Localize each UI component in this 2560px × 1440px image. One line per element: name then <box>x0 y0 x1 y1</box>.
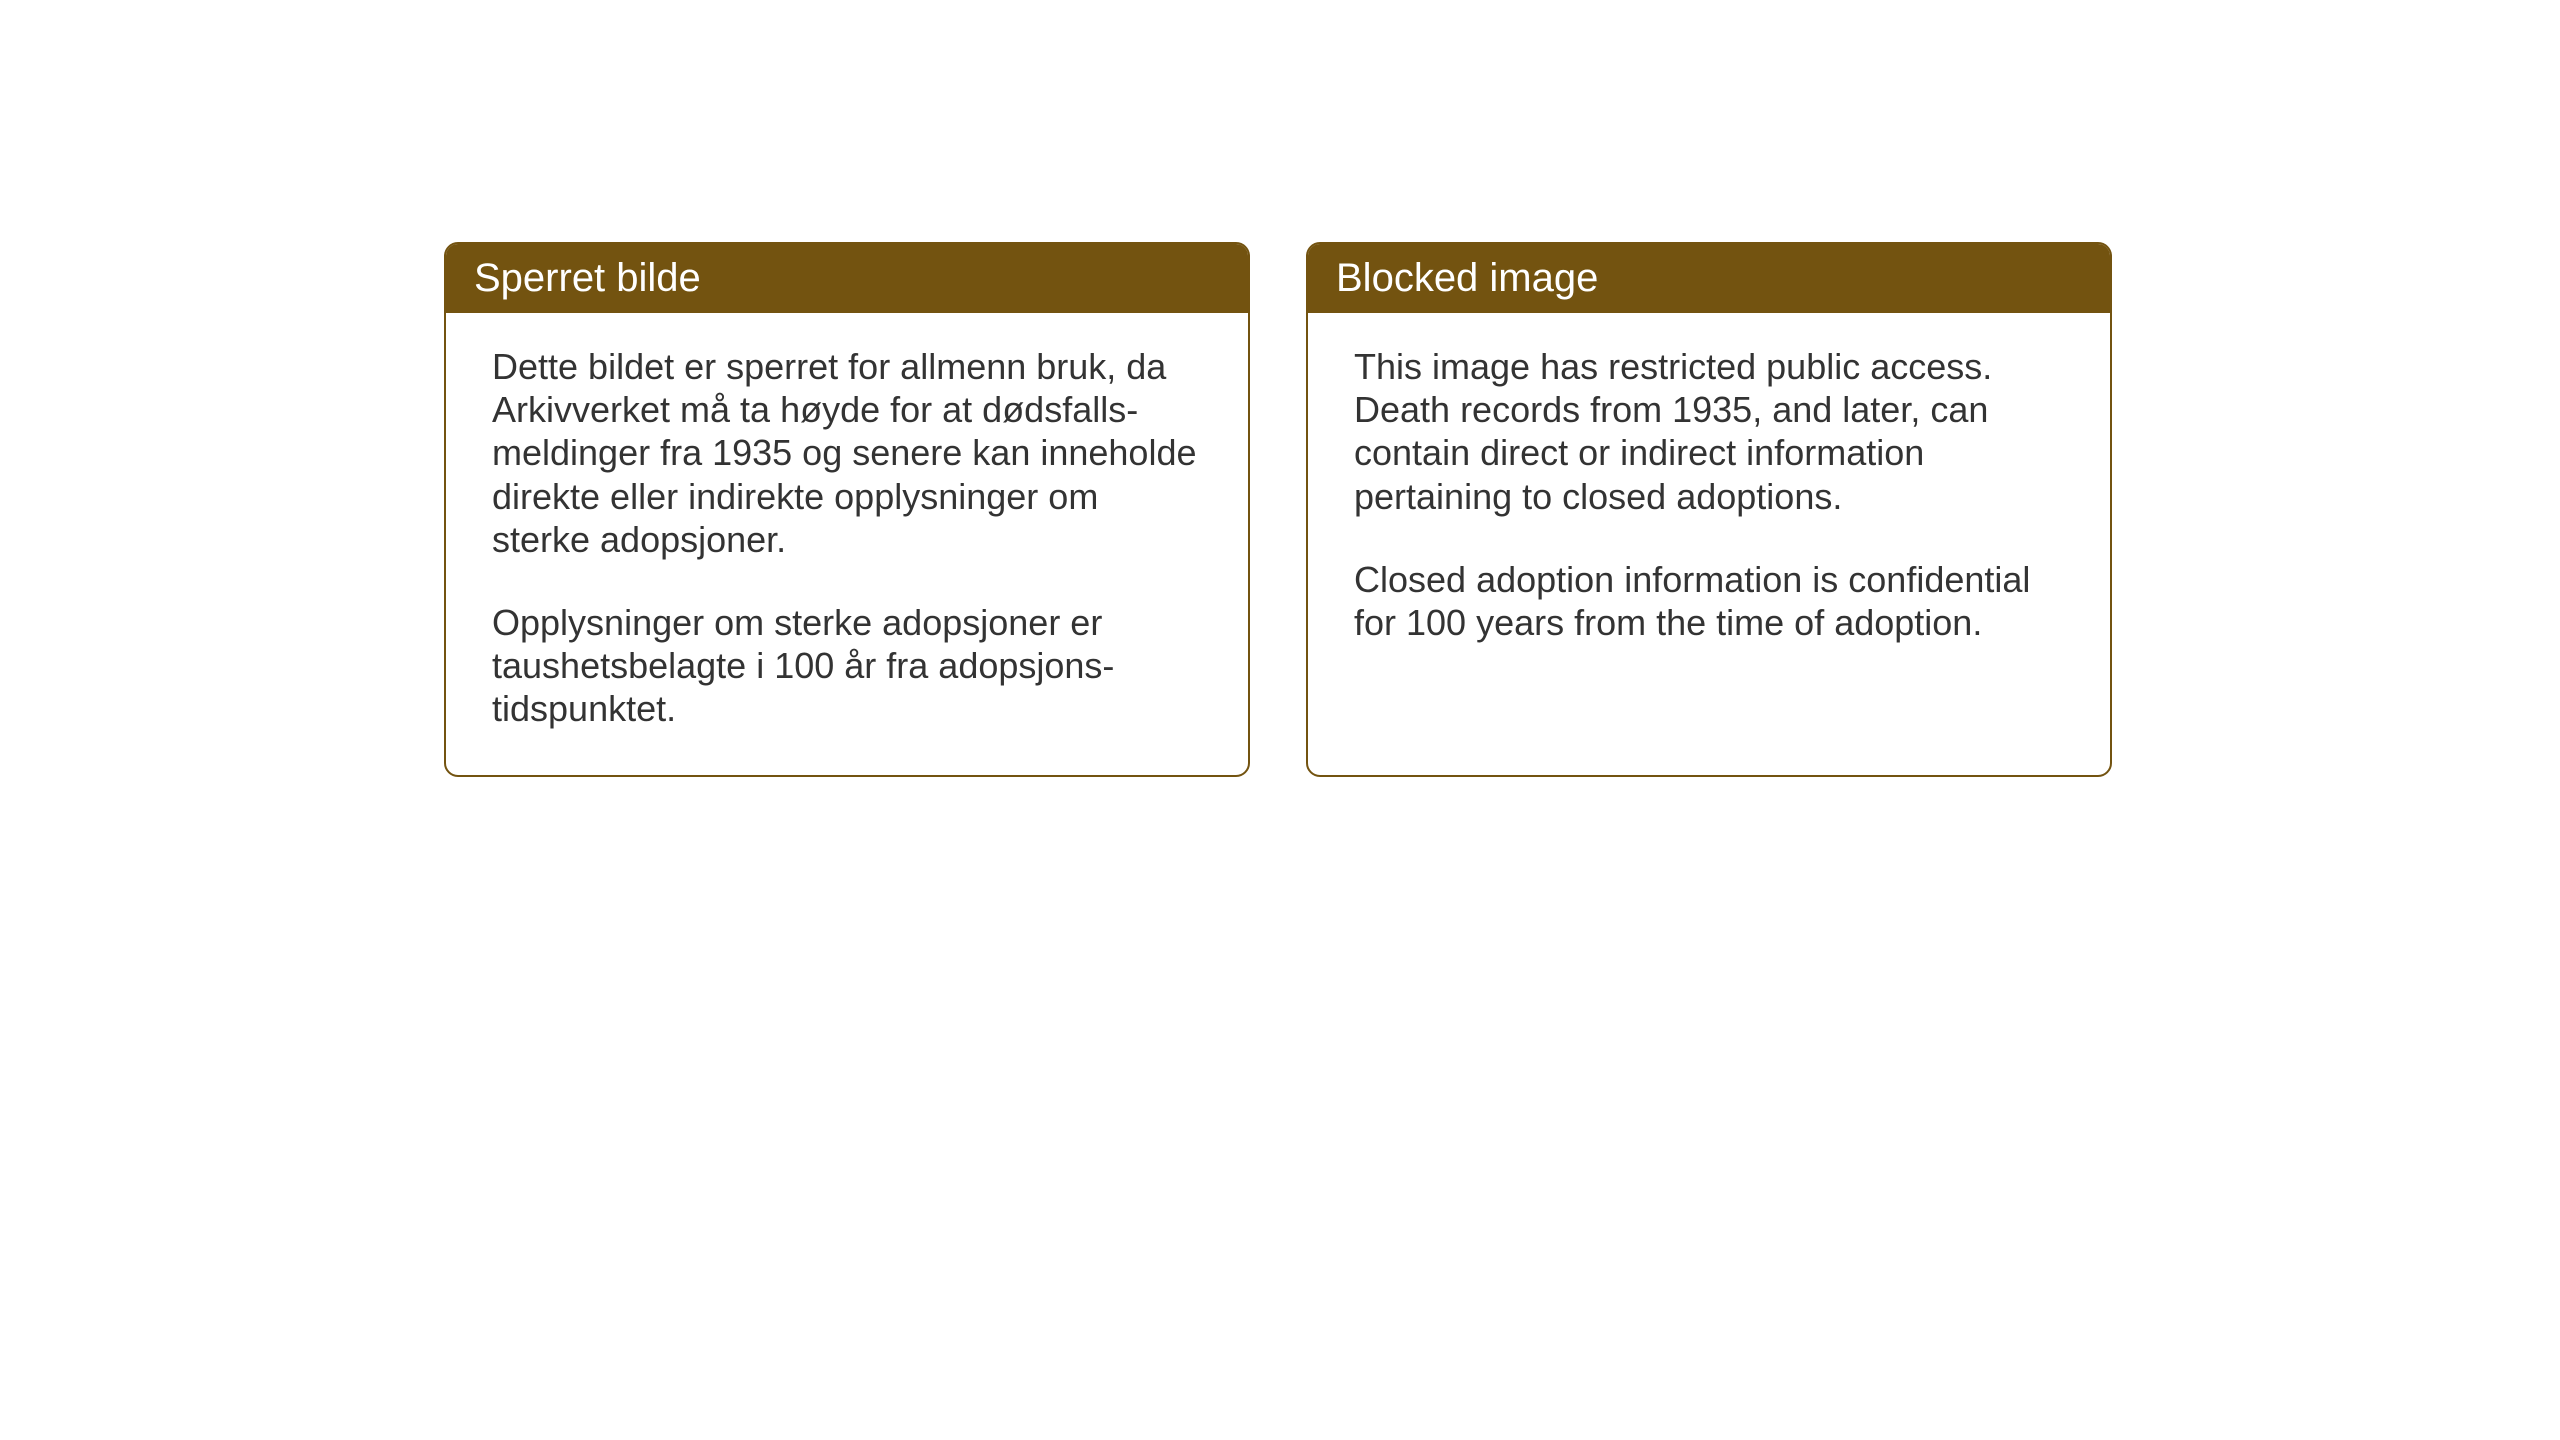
norwegian-info-card: Sperret bilde Dette bildet er sperret fo… <box>444 242 1250 777</box>
english-paragraph-1: This image has restricted public access.… <box>1354 345 2064 518</box>
norwegian-card-title: Sperret bilde <box>474 256 701 300</box>
norwegian-card-body: Dette bildet er sperret for allmenn bruk… <box>446 313 1248 775</box>
info-cards-container: Sperret bilde Dette bildet er sperret fo… <box>444 242 2112 777</box>
english-card-title: Blocked image <box>1336 256 1598 300</box>
english-paragraph-2: Closed adoption information is confident… <box>1354 558 2064 644</box>
norwegian-paragraph-1: Dette bildet er sperret for allmenn bruk… <box>492 345 1202 561</box>
norwegian-card-header: Sperret bilde <box>446 244 1248 313</box>
english-card-body: This image has restricted public access.… <box>1308 313 2110 688</box>
english-card-header: Blocked image <box>1308 244 2110 313</box>
norwegian-paragraph-2: Opplysninger om sterke adopsjoner er tau… <box>492 601 1202 731</box>
english-info-card: Blocked image This image has restricted … <box>1306 242 2112 777</box>
